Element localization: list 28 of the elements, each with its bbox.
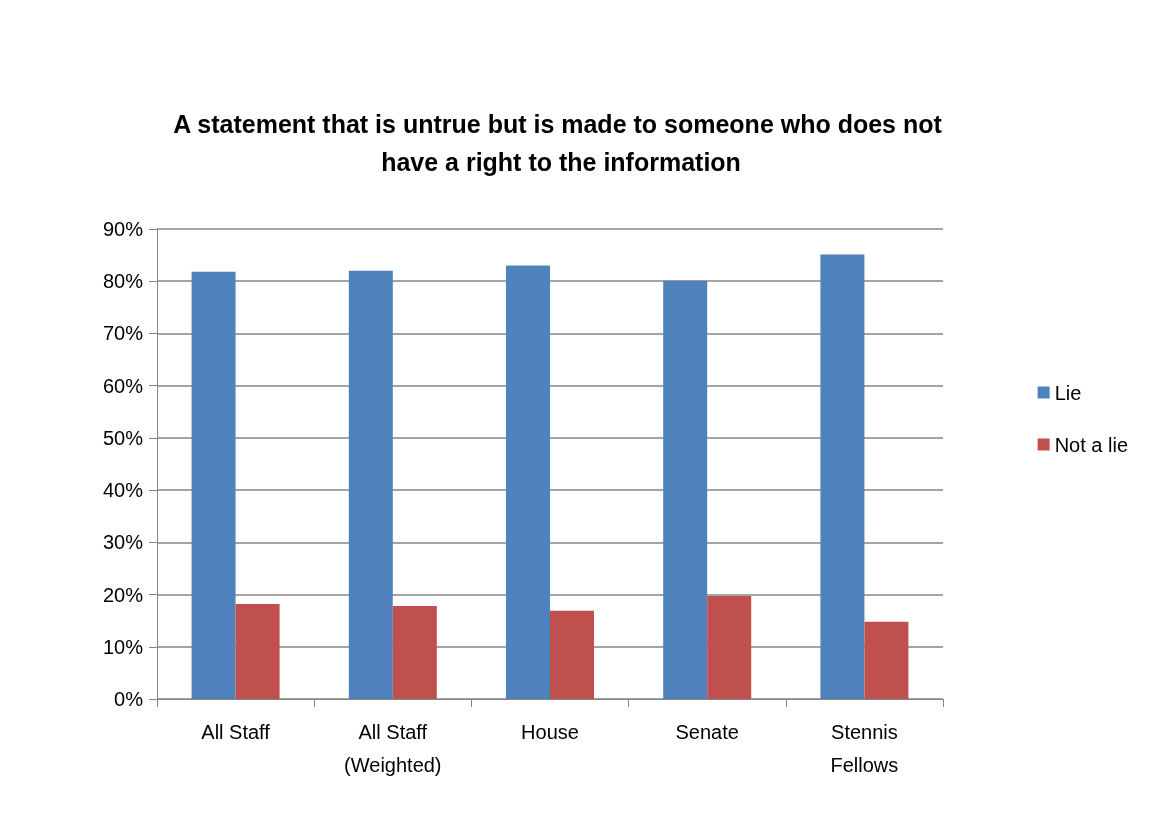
y-tick-label: 30% bbox=[102, 531, 144, 554]
x-tick-label: Senate bbox=[675, 720, 739, 743]
x-tick-label: All Staff bbox=[201, 720, 271, 743]
legend-label: Lie bbox=[1054, 381, 1082, 404]
bar bbox=[392, 606, 437, 699]
y-tick-label: 20% bbox=[102, 583, 144, 606]
bar bbox=[663, 280, 708, 699]
y-tick-label: 50% bbox=[102, 426, 144, 449]
y-tick-label: 70% bbox=[102, 322, 144, 345]
bar bbox=[348, 270, 393, 699]
y-tick-label: 80% bbox=[102, 270, 144, 293]
bar bbox=[235, 603, 280, 699]
y-tick-label: 40% bbox=[102, 479, 144, 502]
legend-label: Not a lie bbox=[1054, 433, 1129, 456]
x-tick-label: All Staff (Weighted) bbox=[344, 720, 442, 776]
bar bbox=[191, 271, 236, 699]
bar bbox=[707, 596, 752, 699]
bar bbox=[550, 610, 594, 699]
y-tick-label: 10% bbox=[102, 635, 144, 658]
y-tick-label: 60% bbox=[102, 374, 144, 397]
chart-title: A statement that is untrue but is made to someone who does not have a right to the information bbox=[173, 110, 949, 176]
x-tick-label: Stennis Fellows bbox=[830, 720, 899, 776]
y-tick-label: 90% bbox=[102, 218, 144, 240]
bar bbox=[506, 265, 550, 699]
y-tick-label: 0% bbox=[114, 688, 144, 710]
x-tick-label: House bbox=[521, 720, 579, 743]
bar bbox=[820, 254, 865, 699]
bar bbox=[864, 621, 909, 699]
